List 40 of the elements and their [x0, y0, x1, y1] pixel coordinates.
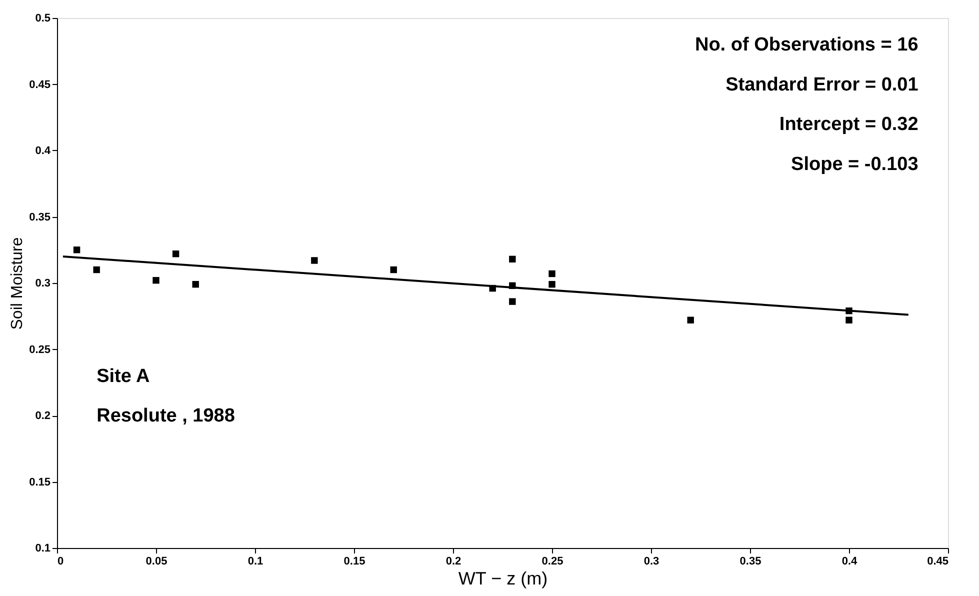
- x-tick-label: 0.3: [644, 556, 660, 568]
- x-tick-label: 0.2: [446, 556, 462, 568]
- y-tick-label: 0.25: [29, 344, 50, 356]
- point: [390, 266, 397, 274]
- x-tick-label: 0.35: [740, 556, 762, 568]
- x-tick-label: 0.4: [842, 556, 858, 568]
- point: [509, 256, 516, 263]
- y-tick-label: 0.4: [35, 145, 52, 157]
- y-axis-title: Soil Moisture: [9, 237, 26, 330]
- point: [548, 280, 556, 288]
- x-tick-label: 0.05: [146, 556, 168, 568]
- annotation: Resolute , 1988: [96, 406, 235, 426]
- point: [311, 257, 318, 264]
- point: [192, 280, 199, 288]
- point: [846, 316, 852, 324]
- y-tick-label: 0.3: [35, 278, 50, 290]
- x-tick-label: 0.25: [542, 556, 564, 568]
- point: [687, 316, 694, 324]
- point: [73, 246, 80, 254]
- x-axis-title: WT − z (m): [458, 568, 548, 588]
- y-tick-label: 0.1: [35, 542, 50, 554]
- annotation: Slope = -0.103: [791, 154, 918, 175]
- annotation: Site A: [96, 366, 150, 387]
- y-tick-label: 0.2: [35, 410, 50, 422]
- x-tick-label: 0.1: [248, 556, 264, 568]
- point: [152, 276, 160, 284]
- point: [93, 266, 100, 274]
- annotation: Intercept = 0.32: [779, 114, 918, 135]
- y-tick-label: 0.45: [29, 78, 50, 91]
- point: [509, 298, 516, 305]
- annotation: Standard Error = 0.01: [726, 74, 919, 96]
- y-tick-label: 0.15: [29, 476, 50, 488]
- point: [172, 250, 180, 258]
- y-tick-label: 0.35: [29, 211, 50, 224]
- annotation: No. of Observations = 16: [694, 34, 918, 56]
- point: [548, 270, 556, 278]
- y-tick-label: 0.5: [35, 12, 50, 24]
- x-tick-label: 0.15: [344, 556, 366, 568]
- x-tick-label: 0: [58, 556, 64, 568]
- x-tick-label: 0.45: [927, 556, 948, 568]
